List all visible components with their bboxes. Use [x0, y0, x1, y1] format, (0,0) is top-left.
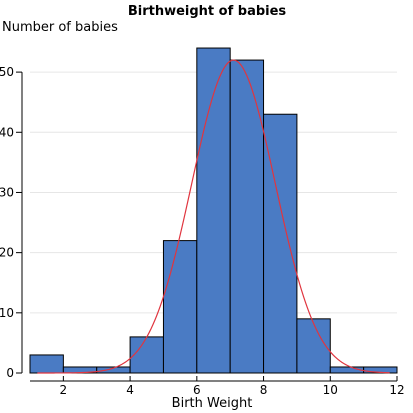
x-tick-label-6: 6: [193, 383, 201, 397]
x-tick-label-12: 12: [389, 383, 404, 397]
normal-curve: [37, 59, 390, 374]
bars-group: [29, 47, 398, 374]
histogram-bar-6: [196, 47, 231, 374]
histogram-bar-7: [229, 59, 265, 374]
y-tick-label-50: 50: [0, 65, 14, 79]
x-tick-label-2: 2: [60, 383, 68, 397]
x-tick-label-10: 10: [323, 383, 338, 397]
y-tick-label-30: 30: [0, 185, 14, 199]
histogram-bar-5: [162, 240, 198, 374]
x-tick-label-4: 4: [126, 383, 134, 397]
axes: 0 10 20 30 40 50 2 4 6 8 10 12: [0, 65, 405, 397]
y-tick-label-10: 10: [0, 306, 14, 320]
y-tick-label-40: 40: [0, 125, 14, 139]
y-tick-label-0: 0: [6, 366, 14, 380]
histogram-bar-1: [29, 354, 64, 374]
histogram-bar-4: [129, 336, 164, 374]
y-axis-label: Number of babies: [2, 20, 118, 35]
x-axis-label: Birth Weight: [172, 396, 253, 411]
y-tick-label-20: 20: [0, 246, 14, 260]
x-tick-label-8: 8: [260, 383, 268, 397]
histogram-bar-9: [296, 318, 331, 374]
chart-title: Birthweight of babies: [128, 4, 287, 19]
